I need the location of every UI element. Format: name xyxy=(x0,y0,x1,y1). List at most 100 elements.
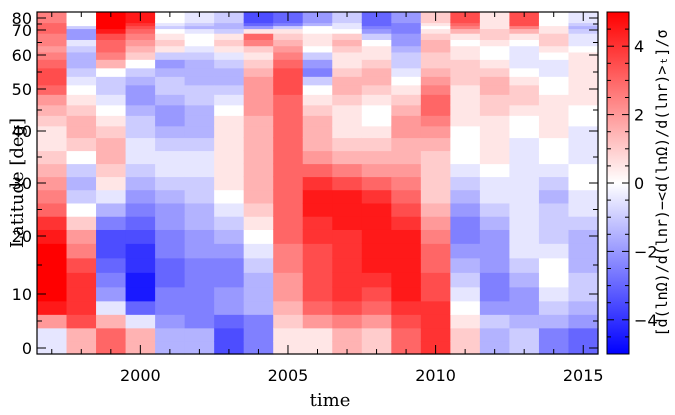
heatmap-cell xyxy=(66,33,97,40)
heatmap-cell xyxy=(509,189,540,204)
heatmap-cell xyxy=(332,94,363,106)
heatmap-cell xyxy=(479,229,511,244)
x-tick-label: 2000 xyxy=(120,366,161,385)
heatmap-cell xyxy=(509,67,540,77)
heatmap-cell xyxy=(479,39,511,47)
heatmap-cell xyxy=(37,257,68,273)
heatmap-cell xyxy=(96,257,127,273)
heatmap-cell xyxy=(332,176,363,191)
heatmap-cell xyxy=(450,39,481,47)
heatmap-cell xyxy=(450,272,481,288)
heatmap-cell xyxy=(184,51,215,60)
heatmap-cell xyxy=(214,76,245,86)
heatmap-cell xyxy=(332,202,363,217)
heatmap-cell xyxy=(568,94,599,106)
heatmap-cell xyxy=(96,59,127,69)
heatmap-cell xyxy=(568,45,599,53)
heatmap-cell xyxy=(479,286,511,302)
heatmap-cell xyxy=(243,176,274,191)
heatmap-cell xyxy=(568,163,599,178)
heatmap-cell xyxy=(96,33,127,40)
heatmap-cell xyxy=(420,125,451,139)
heatmap-cell xyxy=(450,25,481,30)
heatmap-cell xyxy=(96,25,127,30)
heatmap-cell xyxy=(96,314,127,329)
heatmap-cell xyxy=(214,300,245,315)
heatmap-cell xyxy=(302,25,333,30)
heatmap-cell xyxy=(420,314,451,329)
heatmap-cell xyxy=(538,22,570,27)
heatmap-cell xyxy=(66,327,97,342)
heatmap-cell xyxy=(538,28,570,34)
heatmap-cell xyxy=(450,19,481,24)
heatmap-cell xyxy=(361,104,392,116)
heatmap-cell xyxy=(273,84,304,95)
heatmap-cell xyxy=(538,104,570,116)
heatmap-cell xyxy=(214,327,245,342)
heatmap-cell xyxy=(243,163,274,178)
heatmap-cell xyxy=(125,202,156,217)
heatmap-cell xyxy=(450,176,481,191)
heatmap-cell xyxy=(391,22,422,27)
heatmap-cell xyxy=(66,76,97,86)
heatmap-cell xyxy=(66,341,97,355)
heatmap-cell xyxy=(66,300,97,315)
heatmap-cell xyxy=(125,104,156,116)
heatmap-cell xyxy=(96,84,127,95)
heatmap-cell xyxy=(184,314,215,329)
heatmap-cell xyxy=(450,216,481,230)
heatmap-cell xyxy=(125,286,156,302)
heatmap-cell xyxy=(568,76,599,86)
heatmap-cell xyxy=(155,150,186,165)
heatmap-cell xyxy=(184,176,215,191)
heatmap-cell xyxy=(332,286,363,302)
heatmap-cell xyxy=(214,33,245,40)
heatmap-cell xyxy=(420,19,451,24)
heatmap-cell xyxy=(243,300,274,315)
heatmap-cell xyxy=(302,39,333,47)
heatmap-cell xyxy=(243,314,274,329)
heatmap-cell xyxy=(273,163,304,178)
heatmap-cell xyxy=(125,33,156,40)
heatmap-cell xyxy=(479,76,511,86)
heatmap-cell xyxy=(155,28,186,34)
heatmap-cell xyxy=(302,28,333,34)
heatmap-cell xyxy=(450,125,481,139)
heatmap-cell xyxy=(302,125,333,139)
heatmap-cell xyxy=(538,59,570,69)
heatmap-cell xyxy=(391,216,422,230)
heatmap-cell xyxy=(361,243,392,259)
heatmap-cell xyxy=(391,137,422,152)
heatmap-cell xyxy=(509,341,540,355)
heatmap-cell xyxy=(37,76,68,86)
heatmap-cell xyxy=(184,286,215,302)
heatmap-cell xyxy=(243,243,274,259)
heatmap-cell xyxy=(155,272,186,288)
heatmap-cell xyxy=(509,33,540,40)
heatmap-cell xyxy=(391,272,422,288)
heatmap-cell xyxy=(37,216,68,230)
heatmap-cell xyxy=(37,19,68,24)
heatmap-cell xyxy=(450,257,481,273)
heatmap-cell xyxy=(66,272,97,288)
heatmap-cell xyxy=(243,45,274,53)
heatmap-cell xyxy=(214,286,245,302)
heatmap-cell xyxy=(66,28,97,34)
heatmap-cell xyxy=(420,33,451,40)
heatmap-cell xyxy=(420,59,451,69)
heatmap-cell xyxy=(37,163,68,178)
heatmap-cell xyxy=(479,19,511,24)
heatmap-cell xyxy=(96,300,127,315)
heatmap-cell xyxy=(509,25,540,30)
heatmap-cell xyxy=(509,137,540,152)
heatmap-cell xyxy=(391,39,422,47)
heatmap-cell xyxy=(332,341,363,355)
heatmap-cell xyxy=(450,314,481,329)
heatmap-cell xyxy=(184,115,215,127)
heatmap-cell xyxy=(125,22,156,27)
heatmap-cell xyxy=(538,286,570,302)
heatmap-cell xyxy=(243,341,274,355)
heatmap-cell xyxy=(37,51,68,60)
heatmap-cell xyxy=(302,115,333,127)
heatmap-cell xyxy=(420,216,451,230)
